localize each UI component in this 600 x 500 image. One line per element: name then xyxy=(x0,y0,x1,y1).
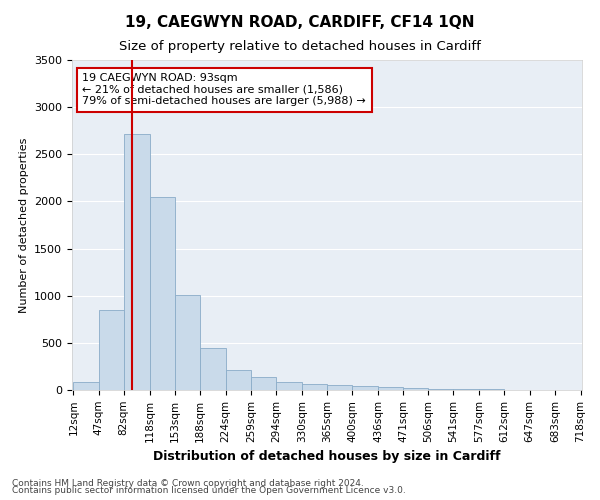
Bar xyxy=(200,348,226,390)
Bar xyxy=(378,387,403,390)
Bar xyxy=(403,388,428,390)
Bar xyxy=(175,295,200,390)
Bar xyxy=(124,134,149,390)
Text: 19 CAEGWYN ROAD: 93sqm
← 21% of detached houses are smaller (1,586)
79% of semi-: 19 CAEGWYN ROAD: 93sqm ← 21% of detached… xyxy=(82,73,366,106)
Bar xyxy=(276,382,302,390)
Bar xyxy=(226,370,251,390)
Text: Contains HM Land Registry data © Crown copyright and database right 2024.: Contains HM Land Registry data © Crown c… xyxy=(12,478,364,488)
Text: Contains public sector information licensed under the Open Government Licence v3: Contains public sector information licen… xyxy=(12,486,406,495)
Bar xyxy=(327,386,352,390)
Text: 19, CAEGWYN ROAD, CARDIFF, CF14 1QN: 19, CAEGWYN ROAD, CARDIFF, CF14 1QN xyxy=(125,15,475,30)
Bar xyxy=(73,382,98,390)
Bar xyxy=(479,389,505,390)
Bar xyxy=(98,310,124,390)
Bar xyxy=(149,196,175,390)
Bar xyxy=(454,389,479,390)
Bar xyxy=(352,386,378,390)
Text: Size of property relative to detached houses in Cardiff: Size of property relative to detached ho… xyxy=(119,40,481,53)
Bar xyxy=(251,377,276,390)
X-axis label: Distribution of detached houses by size in Cardiff: Distribution of detached houses by size … xyxy=(153,450,501,463)
Y-axis label: Number of detached properties: Number of detached properties xyxy=(19,138,29,312)
Bar xyxy=(428,388,454,390)
Bar xyxy=(302,384,327,390)
